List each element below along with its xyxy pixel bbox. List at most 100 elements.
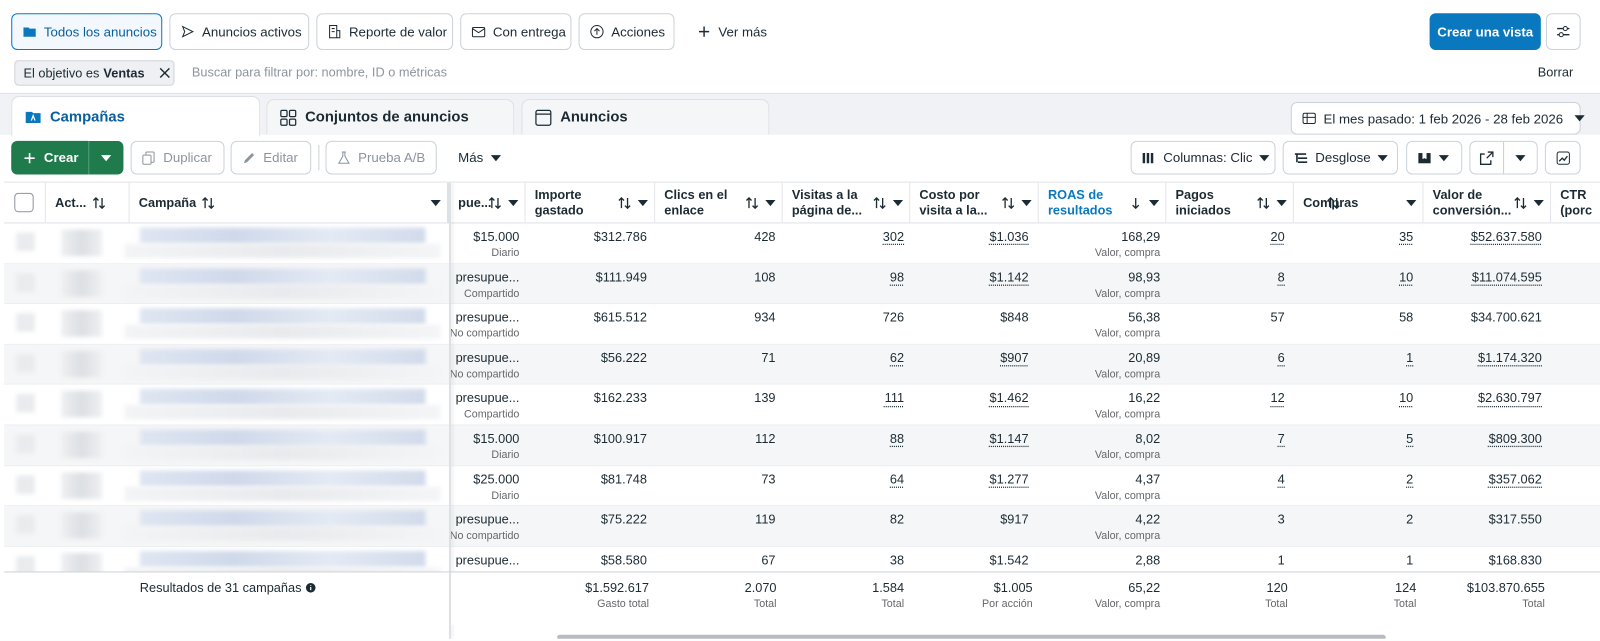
cell-roas: 98,93 <box>1128 270 1160 284</box>
redacted-name <box>140 551 426 567</box>
cell-value: $52.637.580 <box>1471 230 1542 244</box>
total-label: Valor, compra <box>1095 598 1160 610</box>
column-header[interactable]: Costo por visita a la... <box>910 183 1039 224</box>
total-label: Total <box>1522 598 1545 610</box>
total-label: Por acción <box>982 598 1033 610</box>
create-label: Crear <box>44 150 79 165</box>
cell-value: $11.074.595 <box>1472 270 1542 284</box>
view-tab[interactable]: Acciones <box>579 13 675 50</box>
column-header-label: ROAS de resultados <box>1048 188 1119 219</box>
caret <box>1149 200 1159 206</box>
cell-clicks: 108 <box>754 270 775 284</box>
table-row[interactable]: presupue...$56.2227162$90720,8961$1.174.… <box>4 345 1600 385</box>
cell-payments: 20 <box>1271 230 1285 244</box>
table-footer: Resultados de 31 campañas$1.592.617Gasto… <box>4 571 1600 624</box>
table-row[interactable]: $15.000$100.91711288$1.1478,0275$809.300… <box>4 426 1600 466</box>
level-tab[interactable]: Campañas <box>11 96 260 137</box>
column-header[interactable]: ROAS de resultados <box>1039 183 1167 224</box>
date-range-button[interactable]: El mes pasado: 1 feb 2026 - 28 feb 2026 <box>1291 102 1581 135</box>
edit-button[interactable]: Editar <box>231 141 312 175</box>
cell-cost: $1.036 <box>990 230 1029 244</box>
cell-payments: 1 <box>1278 553 1285 567</box>
redacted-name <box>124 284 440 298</box>
settings-button[interactable] <box>1546 13 1581 50</box>
column-header[interactable]: CTR (porc <box>1551 183 1600 224</box>
create-button[interactable]: Crear <box>11 141 89 175</box>
sort-icon <box>1256 196 1270 210</box>
breakdown-button[interactable]: Desglose <box>1283 141 1398 175</box>
sort-icon <box>1129 196 1143 210</box>
create-dropdown[interactable] <box>89 141 124 175</box>
table-row[interactable]: presupue...$162.233139111$1.46216,221210… <box>4 385 1600 425</box>
cell-purchases: 1 <box>1406 553 1413 567</box>
column-header[interactable]: Compras <box>1294 183 1424 224</box>
column-header[interactable]: Visitas a la página de... <box>783 183 911 224</box>
redacted-name <box>140 430 426 446</box>
charts-button[interactable] <box>1545 141 1581 175</box>
reports-button[interactable] <box>1406 141 1462 175</box>
column-header[interactable]: Campaña <box>130 183 449 224</box>
column-header[interactable]: Valor de conversión... <box>1423 183 1551 224</box>
redacted-checkbox <box>16 233 34 251</box>
edit-label: Editar <box>263 150 298 165</box>
table-row[interactable]: presupue...$111.94910898$1.14298,93810$1… <box>4 264 1600 304</box>
view-tab[interactable]: Todos los anuncios <box>11 13 162 50</box>
caret <box>490 155 500 161</box>
cell-clicks: 112 <box>755 432 775 446</box>
filter-chip[interactable]: El objetivo es Ventas <box>14 60 174 86</box>
columns-icon <box>1142 151 1156 165</box>
view-tab[interactable]: Con entrega <box>460 13 571 50</box>
column-header[interactable]: Clics en el enlace <box>655 183 783 224</box>
table-row[interactable]: $15.000$312.786428302$1.036168,292035$52… <box>4 223 1600 263</box>
cell-value: $2.630.797 <box>1478 391 1542 405</box>
column-header[interactable]: Pagos iniciados <box>1166 183 1294 224</box>
table-row[interactable]: presupue...$615.512934726$84856,385758$3… <box>4 304 1600 344</box>
redacted-toggle <box>61 512 102 539</box>
redacted-checkbox <box>16 354 34 372</box>
results-summary: Resultados de 31 campañas <box>140 581 317 595</box>
view-tab[interactable]: Ver más <box>686 13 766 50</box>
table-header: Act... Campañapue...Importe gastadoClics … <box>4 183 1600 224</box>
flask-icon <box>337 151 351 165</box>
create-view-label: Crear una vista <box>1437 24 1533 39</box>
cell-cost: $848 <box>1000 310 1028 324</box>
cell-cost: $1.142 <box>990 270 1029 284</box>
view-tab[interactable]: Reporte de valor <box>316 13 453 50</box>
cell-spend: $56.222 <box>601 351 647 365</box>
column-header[interactable]: Act... <box>46 183 130 224</box>
export-button[interactable] <box>1469 141 1504 175</box>
total-value: 124 <box>1395 581 1416 595</box>
columns-button[interactable]: Columnas: Clic <box>1131 141 1276 175</box>
date-range-label: El mes pasado: 1 feb 2026 - 28 feb 2026 <box>1323 111 1563 126</box>
column-header[interactable]: pue... <box>449 183 526 224</box>
cell-clicks: 139 <box>754 391 775 405</box>
level-icon <box>24 108 41 125</box>
export-dropdown[interactable] <box>1503 141 1538 175</box>
view-tab-label: Con entrega <box>493 24 566 39</box>
table-row[interactable]: presupue...$75.22211982$9174,2232$317.55… <box>4 506 1600 546</box>
level-tab[interactable]: Conjuntos de anuncios <box>266 99 514 135</box>
ab-test-button[interactable]: Prueba A/B <box>326 141 437 175</box>
column-header[interactable]: Importe gastado <box>526 183 656 224</box>
level-tab[interactable]: Anuncios <box>521 99 769 135</box>
total-value: $103.870.655 <box>1467 581 1545 595</box>
cell-clicks: 71 <box>761 351 775 365</box>
view-tab[interactable]: Anuncios activos <box>169 13 309 50</box>
duplicate-button[interactable]: Duplicar <box>131 141 225 175</box>
cell-payments: 4 <box>1278 472 1285 486</box>
redacted-name <box>124 486 440 500</box>
cell-roas: 4,22 <box>1135 512 1160 526</box>
more-button[interactable]: Más <box>447 141 510 175</box>
horizontal-scrollbar[interactable] <box>557 635 1386 639</box>
cell-purchases: 10 <box>1399 270 1413 284</box>
roas-type: Valor, compra <box>1095 328 1160 340</box>
filter-placeholder[interactable]: Buscar para filtrar por: nombre, ID o mé… <box>192 65 447 79</box>
chip-remove-icon[interactable] <box>159 67 170 78</box>
cell-spend: $312.786 <box>594 230 647 244</box>
select-all-checkbox[interactable] <box>14 193 33 212</box>
table-row[interactable]: $25.000$81.7487364$1.2774,3742$357.062Di… <box>4 466 1600 506</box>
column-header-label: Act... <box>55 195 86 210</box>
clear-filter[interactable]: Borrar <box>1538 65 1573 79</box>
column-header-label: Valor de conversión... <box>1433 188 1504 219</box>
create-view-button[interactable]: Crear una vista <box>1430 13 1541 50</box>
